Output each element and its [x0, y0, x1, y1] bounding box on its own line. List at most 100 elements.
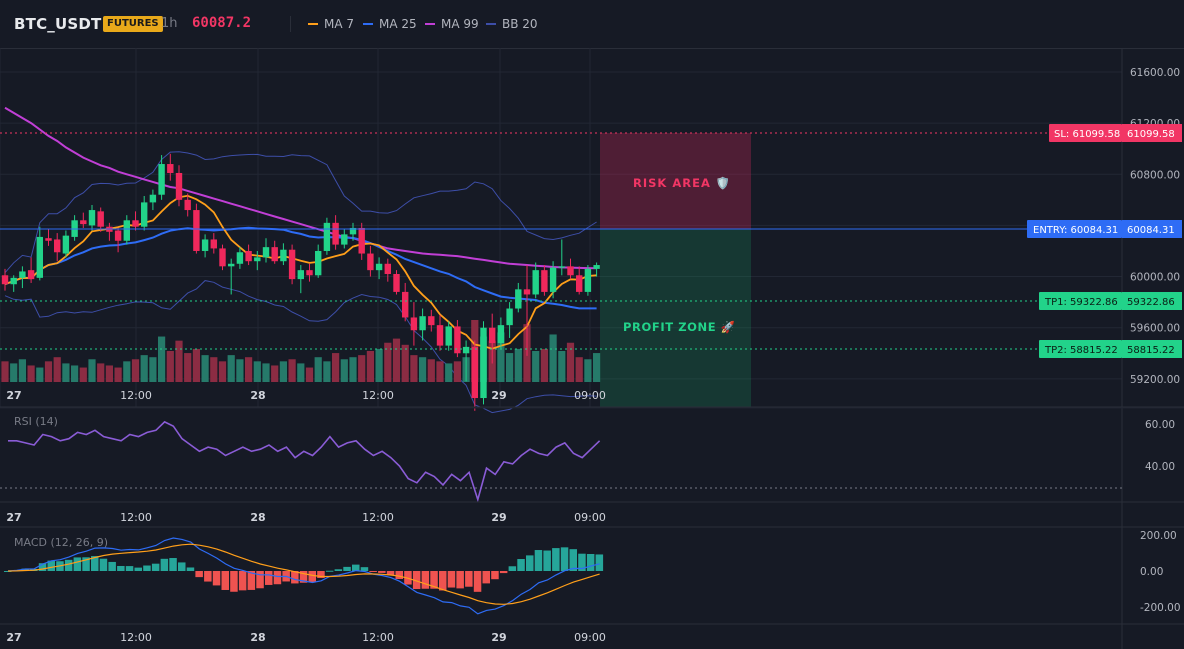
volume-bar	[392, 338, 401, 382]
macd-histogram-bar	[578, 553, 586, 571]
tp1-tag[interactable]	[1039, 292, 1122, 310]
macd-histogram-bar	[482, 571, 490, 584]
time-tick: 29	[491, 511, 506, 524]
macd-histogram-bar	[352, 564, 360, 571]
rsi-tick: 40.00	[1145, 461, 1175, 473]
macd-histogram-bar	[334, 569, 343, 571]
candle-body	[271, 247, 278, 262]
volume-bar	[218, 361, 227, 382]
rsi-pane: 60.00 40.00	[0, 419, 1175, 503]
macd-histogram-bar	[386, 571, 395, 576]
legend-ma99-label: MA 99	[441, 17, 479, 31]
volume-bar	[97, 363, 105, 382]
macd-histogram-bar	[178, 562, 186, 571]
sl-axis-tag	[1122, 124, 1182, 142]
candle-body	[158, 164, 165, 195]
macd-histogram-bar	[247, 571, 256, 590]
legend-ma25[interactable]: MA 25	[363, 17, 417, 31]
sl-tag[interactable]	[1049, 124, 1122, 142]
volume-bar	[419, 357, 427, 382]
macd-histogram-bar	[412, 571, 421, 590]
macd-histogram-bar	[456, 571, 464, 589]
candle-body	[515, 289, 522, 309]
time-tick: 28	[250, 389, 265, 402]
candle-body	[532, 270, 539, 295]
time-tick: 12:00	[362, 511, 394, 524]
volume-bar	[158, 336, 166, 382]
macd-histogram-bar	[273, 571, 282, 585]
candle-body	[341, 234, 348, 245]
time-tick: 12:00	[120, 389, 152, 402]
volume-bar	[340, 359, 348, 382]
macd-signal-line	[7, 543, 600, 605]
volume-bar	[288, 359, 296, 382]
macd-pane: 200.00 0.00 -200.00	[4, 530, 1181, 615]
macd-histogram-bar	[38, 563, 47, 571]
bb-upper-line	[4, 151, 597, 274]
macd-tick: 200.00	[1140, 530, 1177, 542]
entry-axis-value: 60084.31	[1127, 225, 1175, 236]
time-tick: 27	[6, 511, 21, 524]
macd-histogram-bar	[439, 571, 447, 591]
ma99-line	[4, 106, 597, 270]
trade-zones: RISK AREA 🛡️ PROFIT ZONE 🚀	[600, 133, 751, 407]
symbol-name[interactable]: BTC_USDT	[14, 15, 102, 33]
volume-bar	[410, 355, 418, 382]
macd-histogram-bar	[212, 571, 221, 586]
entry-tag[interactable]	[1027, 220, 1122, 238]
macd-histogram-bar	[47, 560, 55, 571]
volume-bar	[549, 334, 557, 382]
macd-histogram-bar	[560, 547, 569, 571]
candle-body	[10, 277, 17, 285]
volume-bar	[236, 359, 244, 382]
volume-bar	[71, 365, 79, 382]
tp2-axis-value: 58815.22	[1127, 345, 1175, 356]
candle-body	[288, 249, 296, 280]
macd-histogram-bar	[595, 554, 604, 571]
macd-histogram-bar	[447, 571, 456, 588]
tp2-tag[interactable]	[1039, 340, 1122, 358]
rsi-line	[8, 420, 601, 503]
candle-body	[228, 263, 235, 267]
candle-body	[141, 202, 148, 227]
macd-histogram-bar	[4, 571, 12, 572]
macd-histogram-bar	[569, 549, 577, 571]
candlesticks	[1, 153, 600, 411]
candle-body	[297, 270, 304, 280]
candle-body	[480, 327, 487, 399]
volume-bar	[123, 361, 131, 382]
candle-body	[193, 210, 200, 251]
profit-zone-label: PROFIT ZONE 🚀	[623, 320, 736, 334]
candle-body	[280, 249, 287, 262]
candle-body	[54, 239, 61, 253]
volume-bar	[366, 351, 374, 382]
volume-bar	[1, 361, 9, 382]
timeframe-label[interactable]: 1h	[161, 16, 178, 31]
macd-histogram-bar	[73, 557, 82, 571]
candle-body	[584, 268, 592, 292]
legend-bb20[interactable]: BB 20	[486, 17, 538, 31]
volume-bar	[436, 361, 444, 382]
chart-header: BTC_USDT FUTURES 1h 60087.2 MA 7 MA 25 M…	[0, 0, 1184, 49]
volume-bar	[62, 363, 70, 382]
macd-histogram-bar	[325, 570, 334, 572]
time-axis-main: 27 12:00 28 12:00 29 09:00	[6, 389, 606, 402]
time-tick: 29	[491, 389, 506, 402]
candle-body	[201, 239, 209, 251]
legend-ma7[interactable]: MA 7	[308, 17, 354, 31]
volume-bar	[497, 332, 505, 382]
candle-body	[349, 227, 357, 235]
legend-ma25-label: MA 25	[379, 17, 417, 31]
volume-bar	[53, 357, 61, 382]
time-tick: 09:00	[574, 631, 606, 644]
tp2-axis-tag	[1122, 340, 1182, 358]
legend-ma99[interactable]: MA 99	[425, 17, 479, 31]
macd-histogram-bar	[134, 567, 142, 571]
volume-bar	[105, 365, 113, 382]
time-tick: 29	[491, 631, 506, 644]
macd-histogram-bar	[534, 550, 543, 571]
ma99-swatch-icon	[425, 23, 435, 25]
volume-bar	[184, 353, 192, 382]
candle-body	[80, 220, 87, 225]
